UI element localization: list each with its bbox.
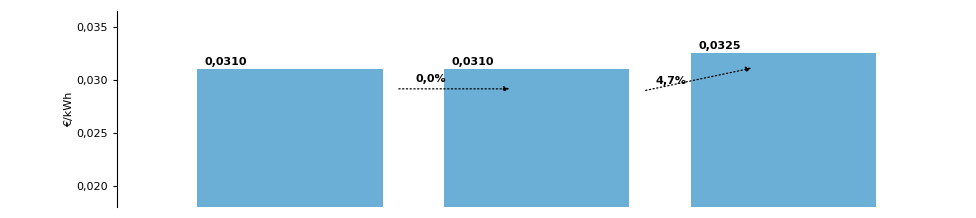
Y-axis label: €/kWh: €/kWh bbox=[63, 91, 74, 127]
Text: 0,0310: 0,0310 bbox=[205, 57, 247, 67]
Text: 4,7%: 4,7% bbox=[655, 76, 686, 86]
Text: 0,0%: 0,0% bbox=[416, 73, 446, 83]
Bar bbox=[197, 69, 383, 218]
Bar bbox=[691, 53, 876, 218]
Text: 0,0325: 0,0325 bbox=[699, 41, 741, 51]
Text: 0,0310: 0,0310 bbox=[452, 57, 494, 67]
Bar bbox=[444, 69, 630, 218]
